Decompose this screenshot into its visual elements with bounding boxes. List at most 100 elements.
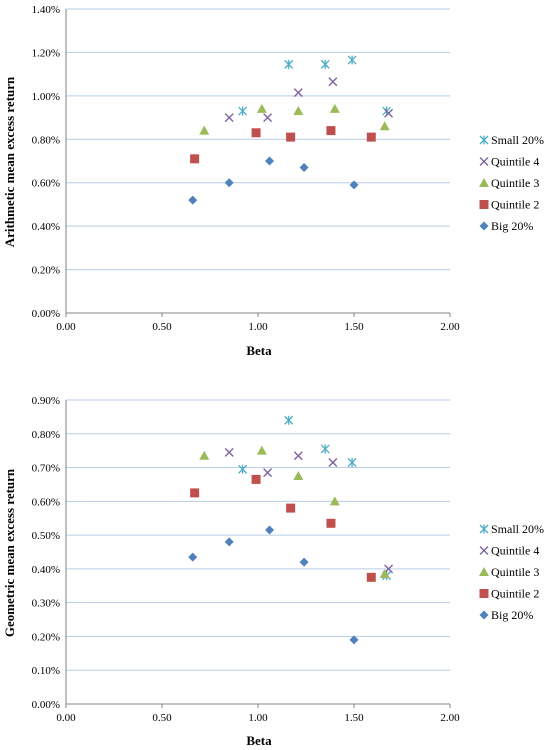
y-tick-label: 1.40% <box>32 4 60 16</box>
legend-label-quintile-3: Quintile 3 <box>491 565 539 579</box>
data-point-small-20 <box>347 55 357 65</box>
data-point-big-20 <box>188 195 198 205</box>
data-point-quintile-3 <box>256 103 267 113</box>
legend-label-quintile-2: Quintile 2 <box>491 587 539 601</box>
x-tick-label: 1.00 <box>248 712 268 724</box>
x-tick-label: 1.50 <box>344 321 364 333</box>
y-tick-label: 0.50% <box>32 530 60 542</box>
legend-marker-big-20 <box>479 221 489 231</box>
data-point-quintile-3 <box>293 471 304 480</box>
data-point-quintile-3 <box>379 568 390 578</box>
y-tick-label: 0.40% <box>32 221 60 233</box>
y-tick-label: 0.90% <box>32 395 60 407</box>
data-point-small-20 <box>347 457 357 467</box>
data-point-quintile-4 <box>263 113 273 123</box>
data-point-big-20 <box>188 552 198 562</box>
x-tick-label: 1.00 <box>248 321 268 333</box>
y-tick-label: 0.80% <box>32 134 60 146</box>
x-tick-label: 1.50 <box>344 712 364 724</box>
y-tick-label: 0.20% <box>32 631 60 643</box>
data-point-quintile-3 <box>293 106 304 116</box>
legend-label-big-20: Big 20% <box>491 219 533 233</box>
data-point-quintile-3 <box>199 125 210 135</box>
y-axis-label-arithmetic: Arithmetic mean excess return <box>2 76 17 247</box>
y-tick-label: 0.60% <box>32 178 60 190</box>
legend-label-quintile-4: Quintile 4 <box>491 155 539 169</box>
data-point-quintile-4 <box>224 447 234 457</box>
legend-label-big-20: Big 20% <box>491 608 533 622</box>
y-tick-label: 0.70% <box>32 463 60 475</box>
legend-marker-small-20 <box>479 135 489 145</box>
data-point-big-20 <box>265 156 275 166</box>
y-tick-label: 1.20% <box>32 47 60 59</box>
data-point-quintile-2 <box>326 126 336 136</box>
legend-label-quintile-3: Quintile 3 <box>491 176 539 190</box>
legend-marker-quintile-4 <box>479 546 489 555</box>
data-point-quintile-2 <box>326 518 336 528</box>
data-point-quintile-2 <box>190 154 200 164</box>
data-point-quintile-4 <box>328 457 338 467</box>
legend-marker-quintile-2 <box>479 589 489 598</box>
chart-panel-arithmetic: Arithmetic mean excess return Beta 0.00%… <box>2 4 544 358</box>
y-tick-label: 0.30% <box>32 598 60 610</box>
y-axis-label-geometric: Geometric mean excess return <box>2 468 17 637</box>
y-tick-label: 0.20% <box>32 265 60 277</box>
x-tick-label: 0.00 <box>56 321 76 333</box>
y-tick-label: 0.80% <box>32 429 60 441</box>
data-point-quintile-2 <box>286 503 296 513</box>
data-point-quintile-3 <box>199 450 210 460</box>
x-tick-label: 2.00 <box>440 321 460 333</box>
data-point-big-20 <box>224 178 234 188</box>
legend-marker-small-20 <box>479 524 489 534</box>
data-point-quintile-3 <box>329 103 340 113</box>
legend-label-small-20: Small 20% <box>491 133 544 147</box>
data-point-big-20 <box>299 163 309 173</box>
data-point-quintile-4 <box>293 88 303 98</box>
y-tick-label: 0.00% <box>32 699 60 711</box>
legend-marker-quintile-2 <box>479 200 489 209</box>
x-tick-label: 2.00 <box>440 712 460 724</box>
data-point-small-20 <box>320 444 330 454</box>
data-point-quintile-2 <box>366 572 376 582</box>
x-tick-label: 0.50 <box>152 712 172 724</box>
y-tick-label: 0.00% <box>32 308 60 320</box>
data-point-small-20 <box>238 464 248 474</box>
legend-label-quintile-2: Quintile 2 <box>491 198 539 212</box>
data-point-big-20 <box>349 635 359 645</box>
legend-label-quintile-4: Quintile 4 <box>491 544 539 558</box>
data-point-small-20 <box>284 415 294 425</box>
x-tick-label: 0.50 <box>152 321 172 333</box>
data-point-quintile-4 <box>263 468 273 478</box>
data-point-big-20 <box>224 537 234 547</box>
data-point-quintile-4 <box>384 108 394 118</box>
chart-panel-geometric: Geometric mean excess return Beta 0.00%0… <box>2 395 544 748</box>
legend-marker-quintile-3 <box>479 178 489 187</box>
y-tick-label: 0.60% <box>32 496 60 508</box>
data-point-big-20 <box>299 557 309 567</box>
data-point-quintile-2 <box>286 132 296 142</box>
data-point-quintile-3 <box>379 121 390 131</box>
data-point-small-20 <box>238 106 248 116</box>
data-point-quintile-2 <box>190 488 200 498</box>
data-point-quintile-2 <box>251 474 261 484</box>
data-point-small-20 <box>284 59 294 69</box>
data-point-quintile-4 <box>293 451 303 461</box>
data-point-quintile-4 <box>224 113 234 123</box>
data-point-big-20 <box>265 525 275 535</box>
legend-marker-quintile-4 <box>479 157 489 166</box>
data-point-quintile-3 <box>256 445 267 455</box>
data-point-quintile-4 <box>328 77 338 87</box>
y-tick-label: 0.10% <box>32 665 60 677</box>
x-axis-label-geometric: Beta <box>246 733 272 748</box>
y-tick-label: 0.40% <box>32 564 60 576</box>
data-point-quintile-2 <box>251 128 261 138</box>
x-tick-label: 0.00 <box>56 712 76 724</box>
x-axis-label-arithmetic: Beta <box>246 343 272 358</box>
data-point-quintile-2 <box>366 132 376 142</box>
data-point-big-20 <box>349 180 359 190</box>
data-point-quintile-3 <box>329 496 340 506</box>
legend-label-small-20: Small 20% <box>491 522 544 536</box>
y-tick-label: 1.00% <box>32 91 60 103</box>
legend-marker-big-20 <box>479 610 489 620</box>
